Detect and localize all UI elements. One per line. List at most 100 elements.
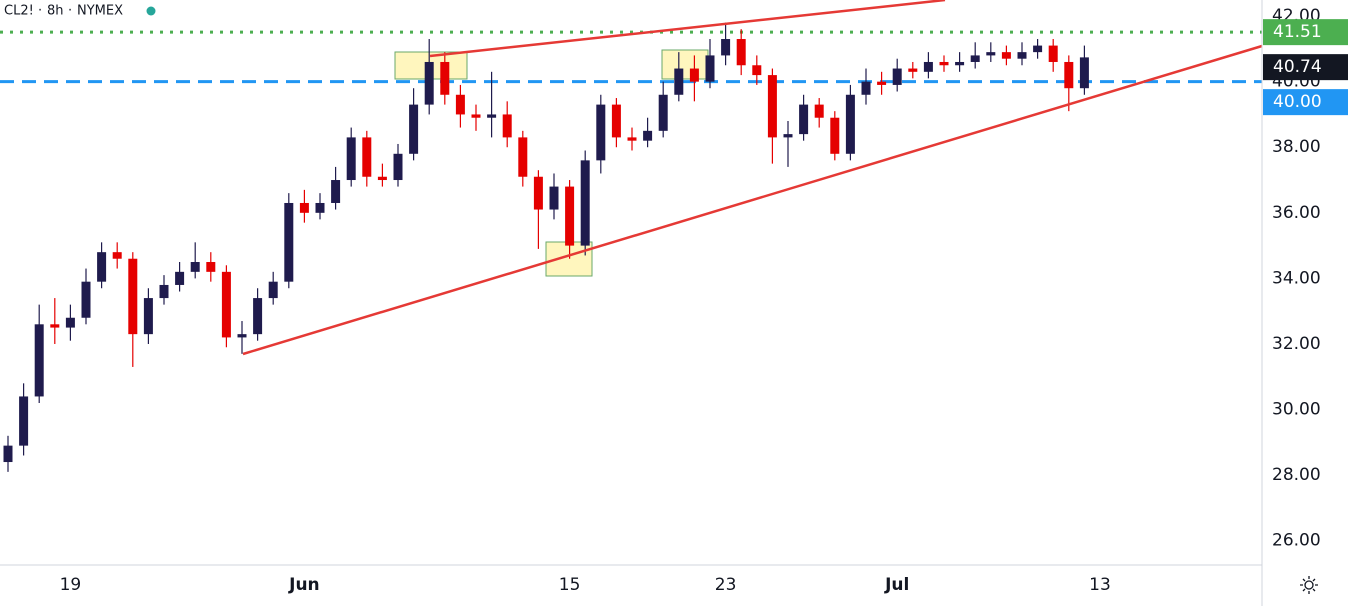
candle-body: [549, 186, 559, 210]
candle-body: [908, 68, 918, 72]
candle-body: [237, 334, 247, 338]
y-tick-label: 26.00: [1272, 531, 1321, 551]
trendlines: [242, 0, 1263, 356]
candle-body: [315, 202, 325, 213]
y-tick-label: 38.00: [1272, 137, 1321, 157]
candle-body: [783, 134, 793, 138]
candle-body: [424, 61, 434, 105]
separator: ·: [38, 4, 42, 19]
candle-body: [190, 262, 200, 272]
candle-body: [50, 324, 60, 328]
x-tick-label: Jul: [884, 575, 909, 595]
price-label-box: [1263, 54, 1348, 81]
candle-body: [845, 94, 855, 154]
candle-body: [643, 130, 653, 141]
separator: ·: [68, 4, 72, 19]
candle-body: [1017, 52, 1027, 59]
x-tick-label: 15: [559, 575, 581, 595]
candle-body: [128, 258, 138, 335]
candle-body: [299, 202, 309, 213]
candle-body: [986, 52, 996, 56]
candle-body: [689, 68, 699, 82]
candle-body: [752, 65, 762, 76]
header: CL2! · 8h · NYMEX: [4, 4, 156, 19]
resistance-trendline: [429, 0, 946, 58]
candle-body: [565, 186, 575, 246]
y-tick-label: 32.00: [1272, 334, 1321, 354]
candle-body: [799, 104, 809, 135]
candle-body: [892, 68, 902, 85]
candle-body: [143, 298, 153, 335]
candle-body: [736, 39, 746, 66]
candle-body: [487, 114, 497, 118]
candle-body: [955, 61, 965, 66]
candle-body: [721, 39, 731, 56]
candle-body: [362, 137, 372, 177]
candle-body: [767, 75, 777, 138]
exchange: NYMEX: [77, 4, 123, 19]
candle-body: [409, 104, 419, 154]
candle-body: [611, 104, 621, 138]
interval: 8h: [47, 4, 64, 19]
candle-body: [440, 61, 450, 95]
candle-body: [533, 176, 543, 210]
y-tick-label: 34.00: [1272, 268, 1321, 288]
candle-body: [1048, 45, 1058, 62]
candle-body: [877, 81, 887, 85]
candle-body: [221, 271, 231, 338]
support-trendline: [242, 44, 1263, 356]
candle-body: [34, 324, 44, 397]
candle-body: [814, 104, 824, 118]
candle-body: [19, 396, 29, 446]
candle-body: [393, 153, 403, 181]
candle-body: [331, 180, 341, 203]
candle-body: [175, 271, 185, 285]
candle-body: [346, 137, 356, 181]
candle-body: [377, 176, 387, 181]
candle-body: [580, 160, 590, 246]
candle-body: [206, 262, 216, 272]
candle-body: [471, 114, 481, 118]
price-label-box: [1263, 19, 1348, 46]
candle-body: [284, 202, 294, 282]
price-label-box: [1263, 89, 1348, 116]
y-tick-label: 30.00: [1272, 400, 1321, 420]
candle-body: [1064, 61, 1074, 89]
candle-body: [3, 445, 13, 463]
settings-icon[interactable]: [1300, 576, 1318, 594]
candle-body: [65, 317, 75, 328]
candle-body: [627, 137, 637, 141]
x-tick-label: Jun: [288, 575, 320, 595]
candle-body: [268, 281, 278, 299]
price-label: 40.74: [1273, 57, 1322, 77]
candle-body: [674, 68, 684, 95]
status-dot: [146, 6, 156, 16]
candle-body: [830, 117, 840, 154]
x-tick-label: 23: [715, 575, 737, 595]
candle-body: [1079, 57, 1089, 89]
price-label: 40.00: [1273, 92, 1322, 112]
candle-body: [596, 104, 606, 161]
highlight-box: [661, 49, 709, 80]
candle-body: [112, 252, 122, 259]
candle-body: [939, 61, 949, 66]
candle-body: [81, 281, 91, 318]
y-tick-label: 28.00: [1272, 465, 1321, 485]
candle-body: [97, 252, 107, 282]
candle-body: [705, 55, 715, 82]
candle-body: [1001, 52, 1011, 59]
x-tick-label: 13: [1089, 575, 1111, 595]
price-label: 41.51: [1273, 22, 1322, 42]
symbol: CL2!: [4, 4, 34, 19]
candle-body: [253, 298, 263, 335]
candle-body: [970, 55, 980, 62]
candle-body: [455, 94, 465, 115]
candle-body: [502, 114, 512, 138]
candle-body: [923, 61, 933, 72]
candle-body: [658, 94, 668, 131]
candle-body: [861, 81, 871, 95]
y-tick-label: 36.00: [1272, 203, 1321, 223]
x-tick-label: 19: [60, 575, 82, 595]
candle-body: [1033, 45, 1043, 53]
